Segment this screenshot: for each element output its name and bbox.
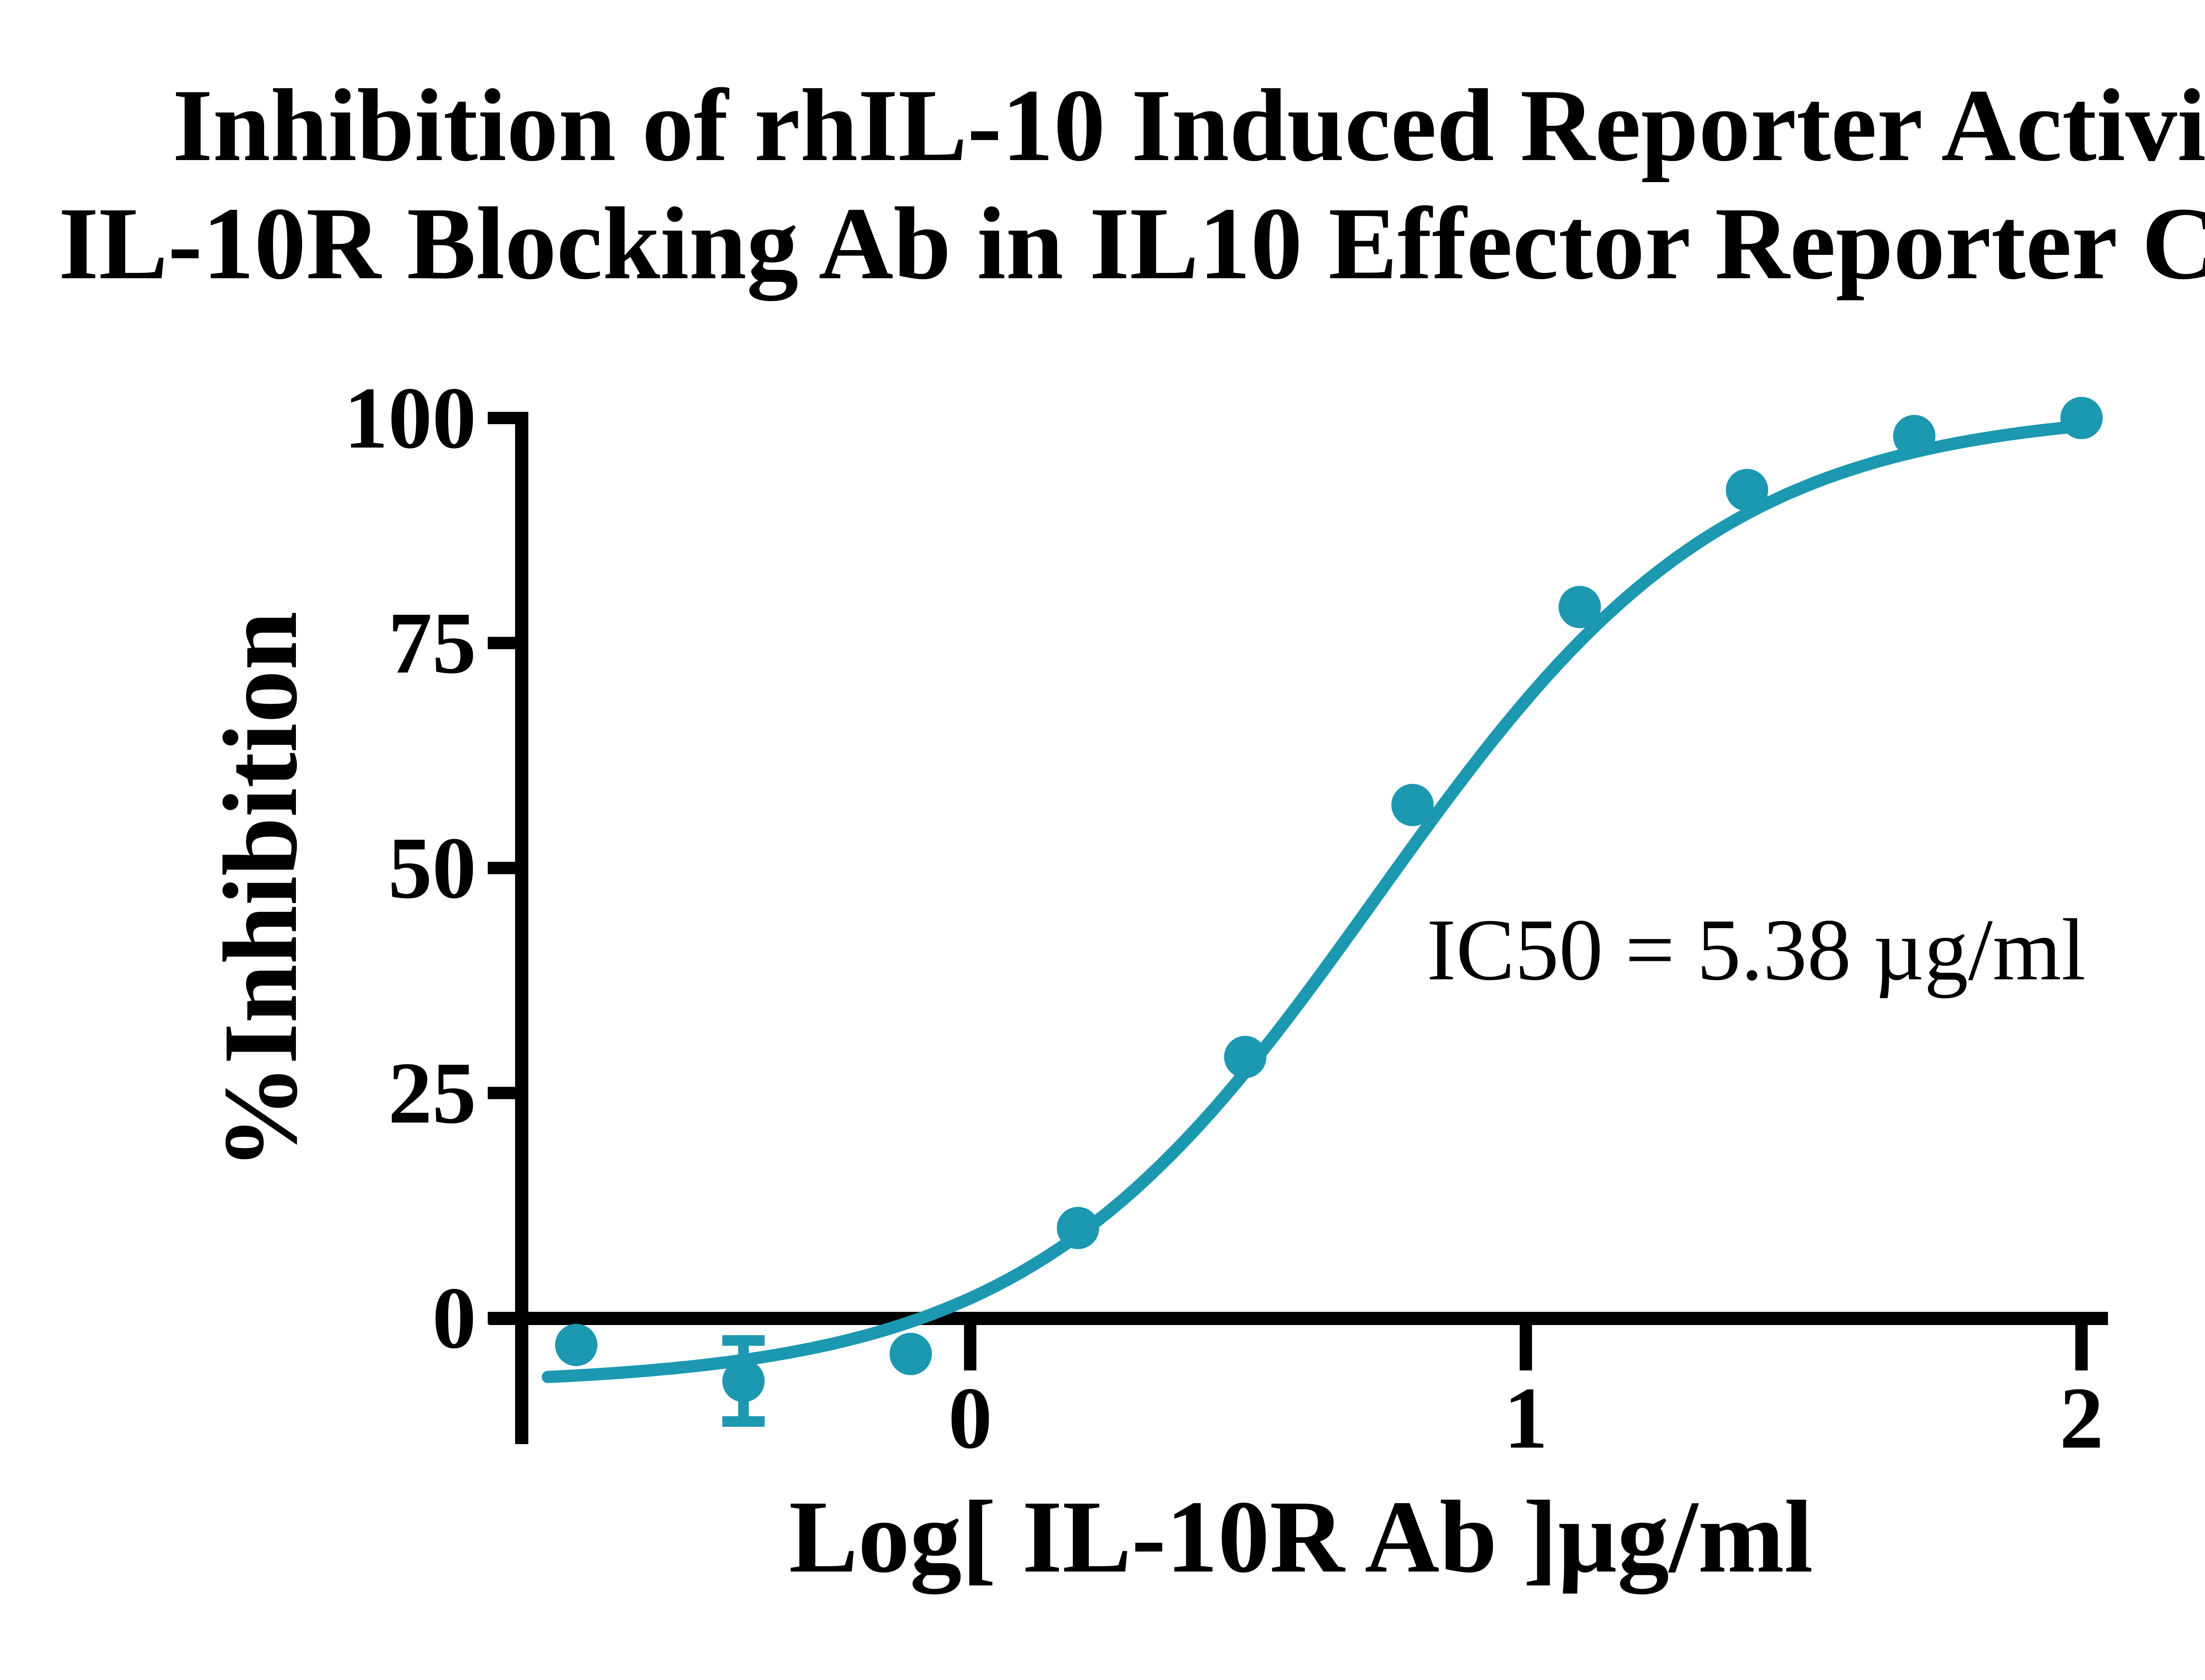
fit-curve [542, 420, 2088, 1383]
chart-title-line2: IL-10R Blocking Ab in IL10 Effector Repo… [58, 186, 2205, 301]
ic50-annotation: IC50 = 5.38 µg/ml [1427, 901, 2086, 999]
y-tick-label: 50 [388, 820, 476, 917]
chart-title: Inhibition of rhIL-10 Induced Reporter A… [0, 66, 2205, 302]
data-point [555, 1324, 598, 1366]
x-tick-label: 0 [948, 1370, 992, 1467]
fit-curve-group [542, 420, 2088, 1383]
data-point [889, 1333, 932, 1375]
data-point [2060, 397, 2103, 439]
y-axis-title: %Inhibition [202, 611, 319, 1170]
data-point [1391, 784, 1434, 826]
data-point [1558, 586, 1601, 628]
data-point [1224, 1036, 1267, 1079]
x-tick-label: 2 [2059, 1370, 2104, 1467]
data-point [722, 1359, 765, 1402]
tick-labels-group: 0 25 50 75 100 0 1 2 [344, 370, 2104, 1467]
y-tick-label: 75 [388, 594, 476, 692]
y-tick-label: 25 [388, 1045, 476, 1142]
data-points-group [555, 397, 2103, 1402]
x-tick-label: 1 [1504, 1370, 1548, 1467]
axes-group [488, 412, 2108, 1444]
chart-title-line1: Inhibition of rhIL-10 Induced Reporter A… [172, 68, 2205, 183]
data-point [1893, 414, 1936, 457]
data-point [1057, 1206, 1099, 1249]
data-point [1726, 469, 1768, 511]
y-tick-label: 100 [344, 370, 476, 467]
y-tick-label: 0 [432, 1269, 476, 1367]
x-axis-title: Log[ IL-10R Ab ]µg/ml [789, 1479, 1813, 1594]
